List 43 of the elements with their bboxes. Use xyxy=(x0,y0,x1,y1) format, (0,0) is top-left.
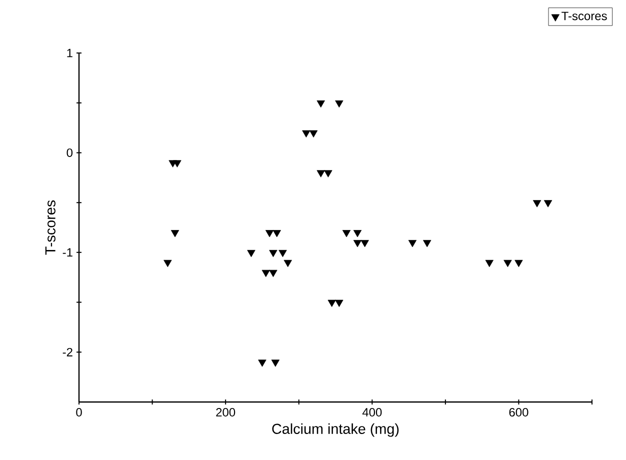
point xyxy=(335,100,344,108)
y-axis-title: T-scores xyxy=(45,200,56,255)
point xyxy=(258,360,266,367)
point xyxy=(262,270,270,278)
point xyxy=(485,260,494,268)
point xyxy=(269,270,278,278)
x-tick-label: 0 xyxy=(76,408,82,417)
legend-label: T-scores xyxy=(562,12,607,20)
point xyxy=(504,260,512,268)
point xyxy=(164,260,172,268)
point xyxy=(423,240,432,248)
point xyxy=(170,230,180,238)
x-axis-title: Calcium intake (mg) xyxy=(272,423,399,437)
point xyxy=(316,100,325,108)
point xyxy=(302,130,310,138)
point xyxy=(265,230,274,238)
point xyxy=(514,260,523,268)
point xyxy=(360,240,369,248)
point xyxy=(353,240,362,248)
point xyxy=(271,360,280,367)
point xyxy=(309,130,318,138)
y-tick-label: 0 xyxy=(66,148,73,157)
point xyxy=(335,300,344,307)
point xyxy=(532,200,542,208)
y-tick-label: -1 xyxy=(62,248,72,257)
x-tick-label: 600 xyxy=(509,408,528,417)
point xyxy=(408,240,417,248)
y-tick-label: 1 xyxy=(67,48,72,58)
point xyxy=(328,300,336,307)
x-tick-label: 400 xyxy=(362,408,382,417)
point xyxy=(272,230,281,238)
x-tick-label: 200 xyxy=(216,408,236,417)
y-tick-label: -2 xyxy=(62,348,72,356)
point xyxy=(316,170,325,178)
point xyxy=(342,230,351,238)
point xyxy=(324,170,332,178)
point xyxy=(278,250,287,258)
point xyxy=(353,230,362,238)
point xyxy=(269,250,278,258)
point xyxy=(284,260,292,268)
point xyxy=(247,250,256,258)
point xyxy=(544,200,552,208)
point xyxy=(173,160,182,168)
